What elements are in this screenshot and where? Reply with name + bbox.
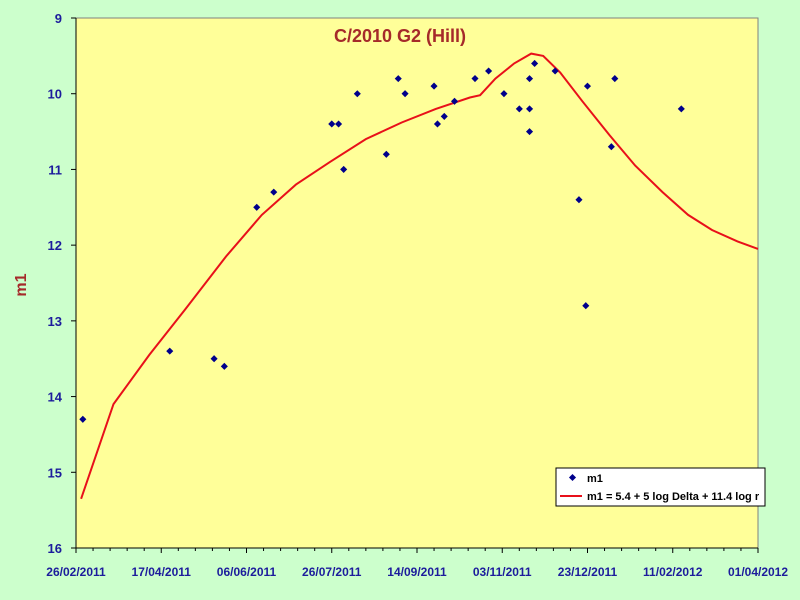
legend: m1 m1 = 5.4 + 5 log Delta + 11.4 log r: [555, 467, 766, 507]
y-tick-label: 14: [48, 390, 63, 405]
data-point: [382, 150, 390, 158]
data-point: [335, 120, 343, 128]
y-tick-label: 9: [55, 11, 62, 26]
x-tick-label: 26/02/2011: [46, 565, 106, 579]
plot-area: [75, 17, 759, 549]
x-tick-label: 17/04/2011: [132, 565, 192, 579]
chart-title: C/2010 G2 (Hill): [334, 26, 466, 46]
data-point: [531, 59, 539, 67]
x-tick-label: 06/06/2011: [217, 565, 277, 579]
x-tick-label: 11/02/2012: [643, 565, 703, 579]
data-point: [270, 188, 278, 196]
legend-label-line: m1 = 5.4 + 5 log Delta + 11.4 log r: [587, 491, 760, 503]
fit-curve-layer: [80, 52, 759, 500]
data-point: [471, 75, 479, 83]
legend-box: [555, 467, 766, 507]
y-axis-label: m1: [13, 273, 30, 296]
data-point: [340, 165, 348, 173]
points-layer: [79, 59, 685, 423]
x-tick-label: 03/11/2011: [473, 565, 532, 579]
data-point: [166, 347, 174, 355]
data-point: [440, 112, 448, 120]
y-tick-label: 15: [48, 465, 62, 480]
data-point: [328, 120, 336, 128]
x-ticks: 26/02/2011 17/04/2011 06/06/2011 26/07/2011…: [46, 548, 788, 579]
x-tick-label: 26/07/2011: [302, 565, 362, 579]
legend-label-scatter: m1: [587, 473, 603, 485]
y-tick-label: 10: [48, 87, 62, 102]
fit-curve: [80, 52, 759, 500]
data-point: [433, 120, 442, 128]
x-tick-label: 01/04/2012: [728, 565, 788, 579]
data-point: [526, 128, 534, 136]
data-point: [551, 67, 559, 75]
data-point: [485, 67, 493, 75]
y-tick-label: 16: [48, 541, 62, 556]
data-point: [401, 90, 409, 98]
x-tick-label: 23/12/2011: [558, 565, 618, 579]
data-point: [450, 97, 459, 105]
data-point: [526, 75, 534, 83]
y-tick-label: 11: [48, 162, 62, 177]
y-tick-label: 13: [48, 314, 62, 329]
data-point: [220, 362, 228, 370]
data-point: [353, 90, 361, 98]
data-point: [500, 90, 508, 98]
x-tick-label: 14/09/2011: [387, 565, 447, 579]
y-ticks: 9 10 11 12 13 14 15 16: [48, 11, 76, 556]
data-point: [430, 82, 438, 90]
y-tick-label: 12: [48, 238, 62, 253]
legend-marker-scatter: [568, 473, 577, 482]
